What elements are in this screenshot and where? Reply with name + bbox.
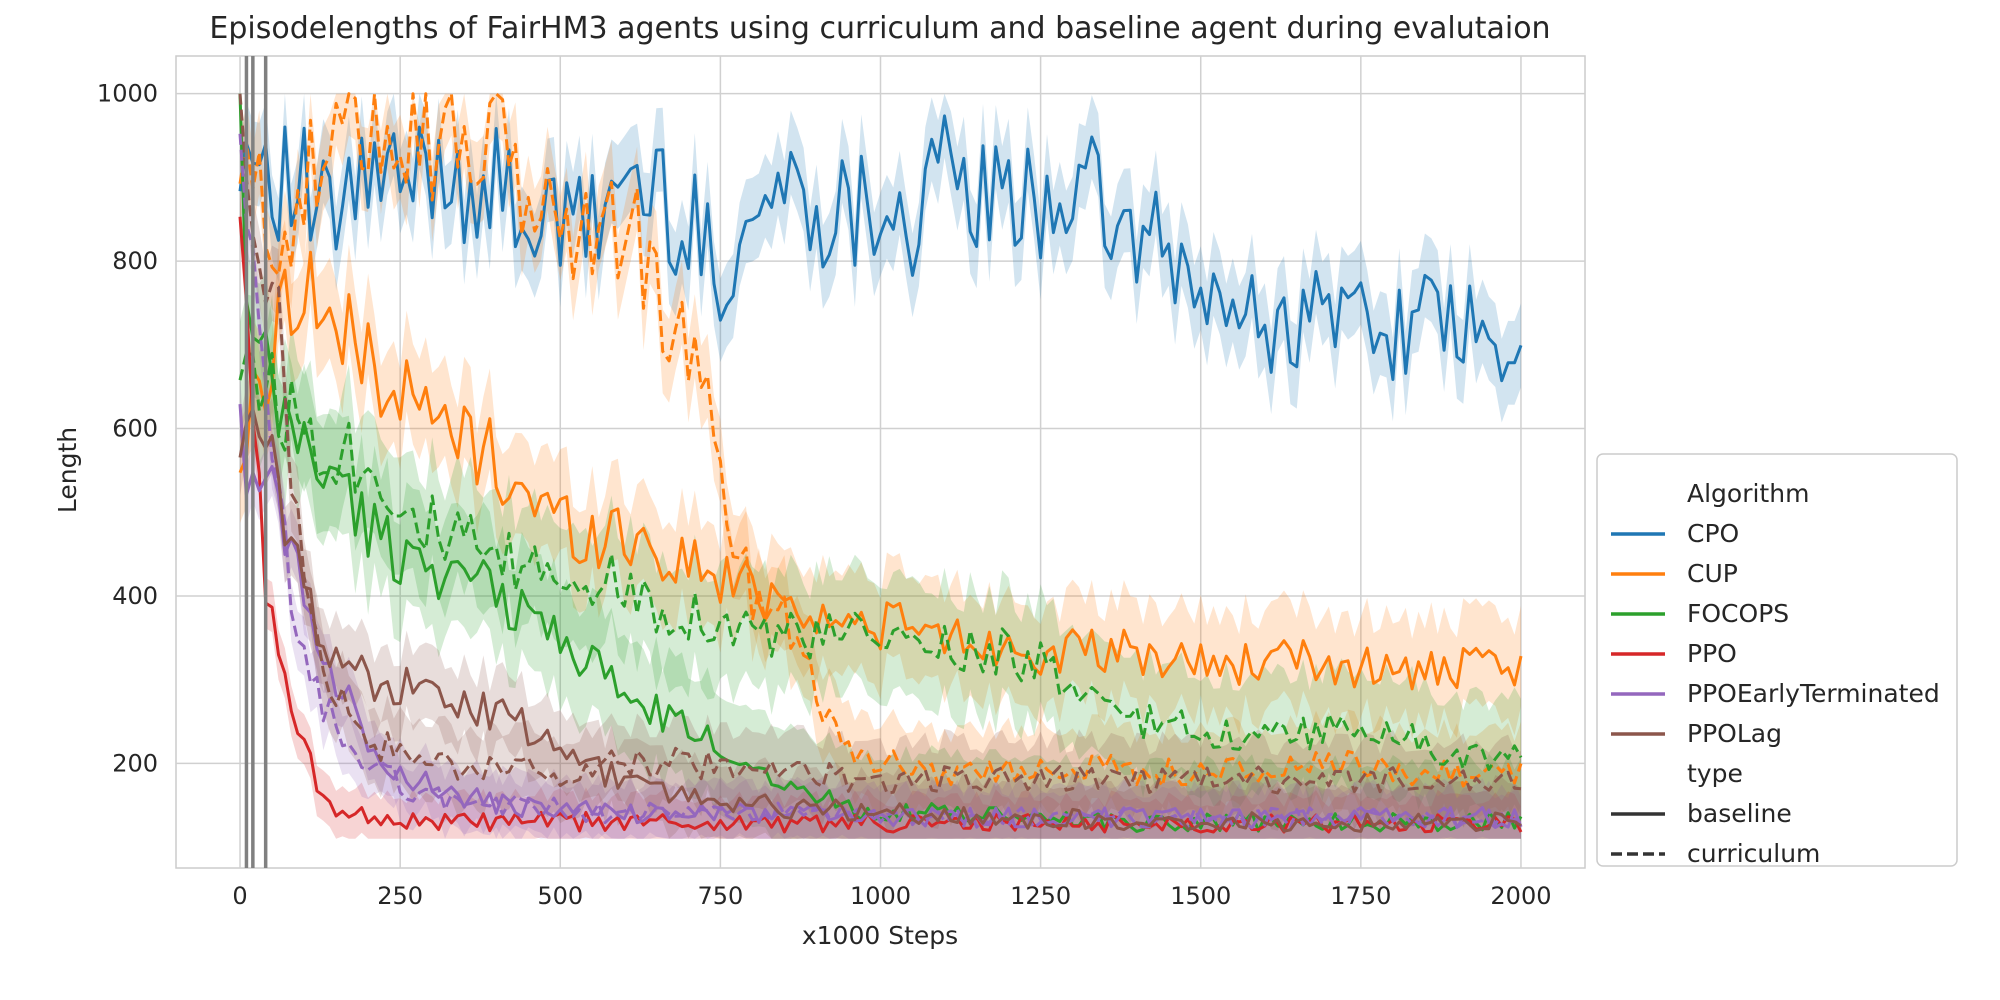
band-cup-baseline (240, 202, 1521, 740)
band-ppolag-baseline (240, 371, 1521, 839)
vertical-markers (244, 56, 268, 868)
band-cup-curriculum (240, 93, 1521, 828)
line-ppolag-curriculum (238, 93, 1522, 795)
x-axis-label: x1000 Steps (802, 921, 958, 950)
gridlines (176, 56, 1585, 868)
legend-entry: CUP (1687, 559, 1738, 588)
line-cpo-baseline (238, 114, 1523, 383)
legend-title-algorithm: Algorithm (1687, 479, 1809, 508)
band-ppoearlyterminated-curriculum (240, 104, 1521, 839)
line-cup-baseline (238, 250, 1523, 691)
legend-title-type: type (1687, 759, 1743, 788)
x-tick-label: 250 (377, 882, 423, 910)
x-tick-label: 1250 (1010, 882, 1071, 910)
y-tick-label: 800 (112, 247, 158, 275)
legend-box (1596, 453, 1958, 867)
x-tick-label: 1750 (1330, 882, 1391, 910)
legend-entry: baseline (1687, 799, 1792, 828)
legend-entry: PPO (1687, 639, 1737, 668)
band-ppolag-curriculum (240, 93, 1521, 831)
x-tick-label: 2000 (1490, 882, 1551, 910)
legend: Algorithm CPO CUP FOCOPS PPO PPOEarlyTerminat… (1596, 453, 1958, 868)
legend-entry: PPOLag (1687, 719, 1782, 748)
band-ppoearlyterminated-baseline (240, 374, 1521, 839)
x-tick-label: 0 (232, 882, 247, 910)
legend-entry: FOCOPS (1687, 599, 1789, 628)
line-ppoearlyterminated-curriculum (238, 133, 1522, 830)
x-tick-label: 1000 (850, 882, 911, 910)
y-tick-label: 600 (112, 415, 158, 443)
band-focops-curriculum (240, 294, 1521, 829)
line-ppolag-baseline (238, 407, 1522, 833)
y-tick-label: 200 (112, 749, 158, 777)
tick-labels: 0 250 500 750 1000 1250 1500 1750 2000 200 400 600 8… (97, 80, 1552, 910)
chart-title: Episodelengths of FairHM3 agents using c… (209, 11, 1550, 46)
band-cpo-baseline (240, 93, 1521, 423)
line-cup-curriculum (238, 92, 1523, 788)
legend-entry: PPOEarlyTerminated (1687, 679, 1940, 708)
x-tick-label: 500 (537, 882, 583, 910)
y-axis-label: Length (53, 427, 82, 513)
series-lines (238, 92, 1523, 834)
x-tick-label: 750 (697, 882, 743, 910)
y-tick-label: 1000 (97, 80, 158, 108)
line-focops-curriculum (238, 351, 1523, 771)
legend-entry: curriculum (1687, 839, 1820, 868)
y-tick-label: 400 (112, 582, 158, 610)
legend-entry: CPO (1687, 519, 1739, 548)
x-tick-label: 1500 (1170, 882, 1231, 910)
